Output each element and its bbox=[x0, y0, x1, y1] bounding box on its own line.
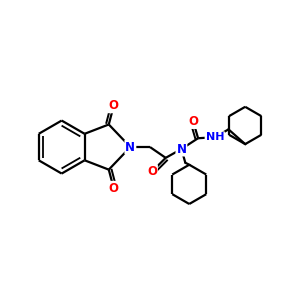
Text: NH: NH bbox=[206, 132, 224, 142]
Text: O: O bbox=[188, 115, 198, 128]
Text: O: O bbox=[147, 165, 157, 178]
Text: O: O bbox=[109, 99, 119, 112]
Text: O: O bbox=[109, 182, 119, 195]
Text: N: N bbox=[176, 142, 186, 155]
Text: N: N bbox=[125, 141, 135, 154]
